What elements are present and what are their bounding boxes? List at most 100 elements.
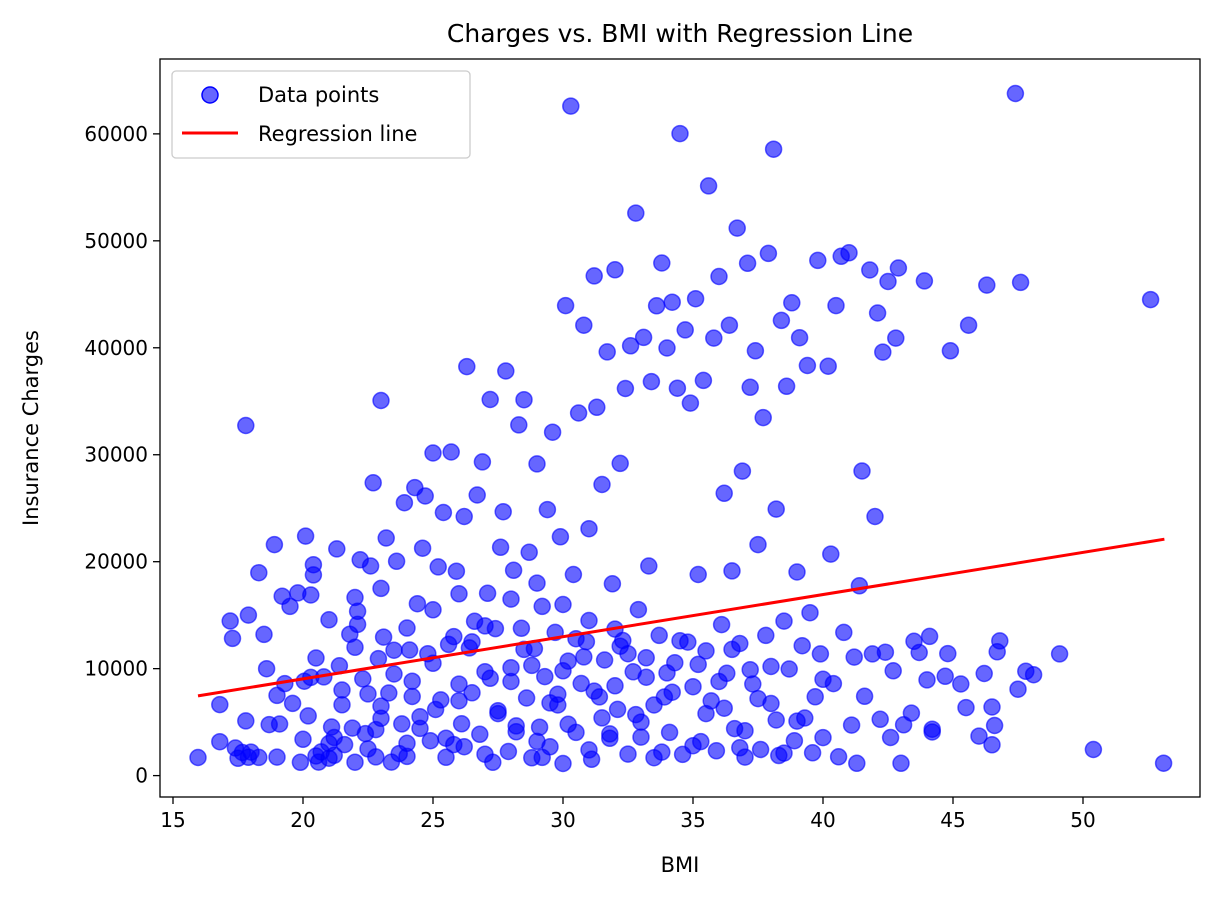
y-axis-ticks: 0 10000 20000 30000 40000 50000 60000 <box>84 122 160 788</box>
data-point <box>777 377 796 396</box>
x-tick-label: 20 <box>290 808 315 832</box>
data-point <box>491 538 510 557</box>
data-point <box>416 487 434 505</box>
data-point <box>892 754 910 773</box>
data-point <box>536 667 554 686</box>
data-point <box>554 754 572 773</box>
data-point <box>1009 680 1027 698</box>
data-point <box>400 641 419 659</box>
x-tick-label: 25 <box>420 808 445 832</box>
data-point <box>434 503 453 522</box>
data-point <box>455 737 473 756</box>
x-tick-label: 35 <box>680 808 705 832</box>
data-point <box>783 294 801 312</box>
data-point <box>827 296 845 315</box>
data-point <box>473 453 492 471</box>
data-point <box>957 698 975 717</box>
data-point <box>564 565 583 584</box>
data-point <box>634 328 653 347</box>
data-point <box>785 731 804 750</box>
data-point <box>359 740 377 758</box>
legend-marker-data-points <box>201 86 219 104</box>
data-point <box>741 378 759 397</box>
data-point <box>861 261 879 279</box>
data-point <box>585 682 603 700</box>
data-point <box>915 272 934 290</box>
data-point <box>380 684 398 702</box>
data-point <box>478 584 497 603</box>
data-point <box>223 629 242 648</box>
data-point <box>515 390 533 409</box>
y-tick-label: 10000 <box>84 657 148 681</box>
data-point <box>270 715 289 733</box>
data-point <box>393 715 411 733</box>
data-point <box>385 641 403 659</box>
legend-label-data-points: Data points <box>258 83 379 107</box>
data-point <box>715 699 733 717</box>
data-point <box>307 649 325 667</box>
data-point <box>887 329 905 347</box>
data-point <box>372 391 390 410</box>
data-point <box>494 502 512 521</box>
data-point <box>294 730 312 749</box>
data-point <box>528 574 546 592</box>
data-point <box>346 753 364 771</box>
data-point <box>637 649 655 667</box>
data-point <box>502 590 520 608</box>
data-point <box>650 626 668 645</box>
data-point <box>413 539 432 557</box>
data-point <box>910 643 928 662</box>
data-point <box>697 704 715 723</box>
data-point <box>611 454 629 473</box>
data-point <box>764 140 783 158</box>
data-point <box>442 443 460 461</box>
data-point <box>603 575 622 593</box>
data-point <box>242 743 260 761</box>
data-point <box>936 667 954 686</box>
data-point <box>744 675 762 693</box>
data-point <box>528 455 546 473</box>
data-point <box>450 585 468 603</box>
data-point <box>211 732 229 751</box>
data-point <box>723 562 741 580</box>
data-point <box>502 672 520 691</box>
data-point <box>523 656 541 675</box>
data-point <box>608 700 627 719</box>
data-point <box>1050 645 1069 663</box>
data-point <box>759 244 778 263</box>
data-point <box>559 715 577 734</box>
data-point <box>814 670 832 689</box>
data-point <box>585 267 603 285</box>
data-point <box>268 748 286 766</box>
data-point <box>850 577 869 595</box>
data-point <box>1006 84 1025 103</box>
data-point <box>697 642 715 660</box>
data-point <box>767 500 785 518</box>
data-point <box>835 623 853 642</box>
data-point <box>398 619 416 637</box>
data-point <box>606 261 624 279</box>
y-tick-label: 0 <box>135 764 148 788</box>
data-point <box>533 597 551 616</box>
data-point <box>328 540 346 558</box>
data-point <box>686 289 705 308</box>
data-point <box>281 597 299 616</box>
data-point <box>879 272 897 291</box>
x-axis-ticks: 15 20 25 30 35 40 45 50 <box>160 797 1096 832</box>
x-tick-label: 50 <box>1070 808 1095 832</box>
data-point <box>512 619 531 638</box>
data-point <box>663 293 681 311</box>
data-point <box>671 632 689 650</box>
data-point <box>822 545 840 563</box>
data-point <box>369 649 388 668</box>
data-point <box>788 712 806 730</box>
data-point <box>595 651 614 669</box>
data-point <box>432 691 450 709</box>
data-point <box>710 672 728 691</box>
data-point <box>533 748 551 767</box>
data-point <box>372 579 390 598</box>
data-point <box>575 648 593 666</box>
data-point <box>645 696 663 714</box>
data-point <box>588 398 606 417</box>
